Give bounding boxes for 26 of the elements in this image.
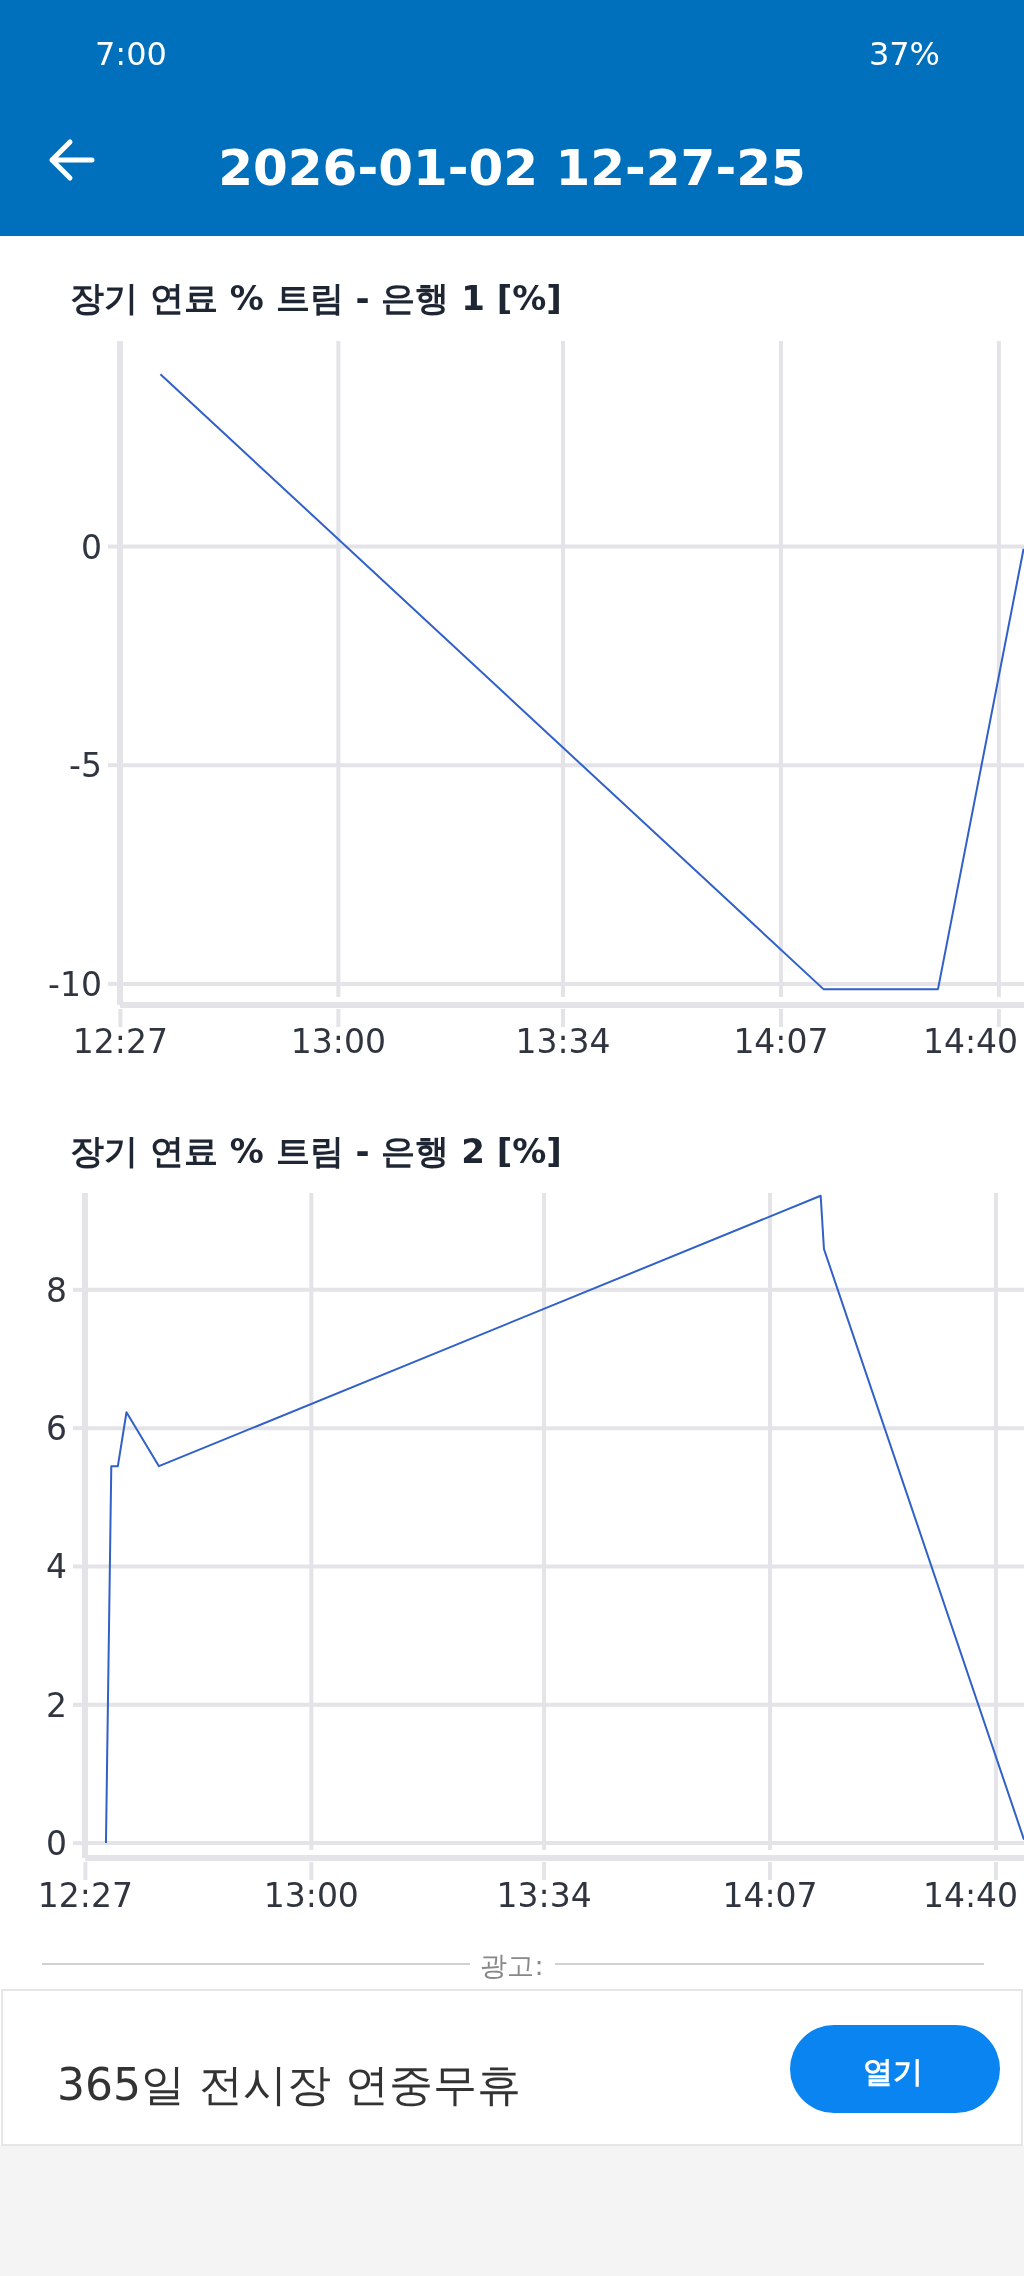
text: 37% — [868, 35, 940, 73]
x-tick-label: 13:34 — [515, 1022, 611, 1061]
x-tick-label: 14:40 — [922, 1022, 1018, 1061]
y-tick-label: 0 — [81, 527, 102, 567]
y-tick-label: 6 — [46, 1409, 67, 1449]
x-tick-label: 12:27 — [37, 1876, 133, 1915]
y-tick-label: 2 — [46, 1685, 67, 1725]
y-tick-label: -5 — [69, 746, 102, 786]
text: 365일 전시장 연중무휴 — [57, 2059, 521, 2110]
x-tick-label: 12:27 — [72, 1022, 168, 1061]
x-tick-label: 13:34 — [496, 1876, 592, 1915]
x-tick-label: 14:07 — [733, 1022, 829, 1061]
x-tick-label: 14:07 — [722, 1876, 818, 1915]
y-tick-label: 8 — [46, 1270, 67, 1310]
chart-title: 장기 연료 % 트림 - 은행 1 [%] — [70, 278, 562, 318]
chart-title: 장기 연료 % 트림 - 은행 2 [%] — [70, 1131, 562, 1171]
x-tick-label: 14:40 — [922, 1876, 1018, 1915]
x-tick-label: 13:00 — [263, 1876, 359, 1915]
text: 2026-01-02 12-27-25 — [218, 139, 806, 197]
y-tick-label: 4 — [46, 1547, 67, 1587]
x-tick-label: 13:00 — [290, 1022, 386, 1061]
text: 광고: — [480, 1950, 544, 1981]
y-tick-label: -10 — [48, 964, 102, 1004]
text: 7:00 — [95, 35, 167, 73]
y-tick-label: 0 — [46, 1824, 67, 1864]
text: 열기 — [863, 2054, 923, 2089]
